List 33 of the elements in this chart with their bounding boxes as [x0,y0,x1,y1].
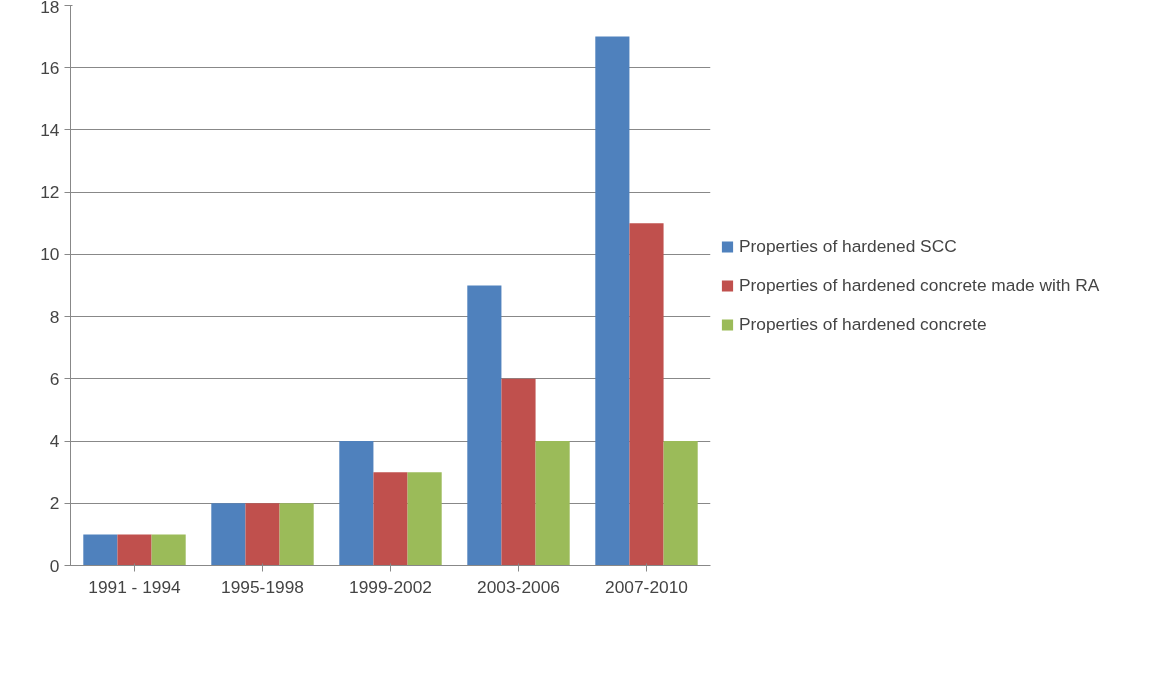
legend-label: Properties of hardened concrete [739,313,987,335]
bar [663,441,698,566]
bar [279,503,314,566]
y-tick-label: 12 [40,182,60,203]
bar [467,285,502,566]
bar [83,534,118,566]
bar [535,441,570,566]
x-tick-label: 1991 - 1994 [88,576,182,597]
legend-label: Properties of hardened concrete made with RA [739,274,1100,296]
bar [211,503,246,566]
bar [151,534,186,566]
bar [245,503,280,566]
x-tick-label: 2007-2010 [605,576,688,597]
bar [629,223,664,566]
x-tick-label: 1995-1998 [221,576,304,597]
y-tick-label: 4 [49,431,60,452]
x-tick-label: 2003-2006 [477,576,560,597]
y-tick-label: 14 [40,119,60,140]
y-tick-label: 2 [49,493,60,514]
legend-label: Properties of hardened SCC [739,235,957,257]
y-tick-label: 6 [49,368,60,389]
y-tick-label: 8 [49,306,60,327]
bar [339,441,374,566]
bar [501,378,536,566]
bar [373,472,408,566]
bar [117,534,152,566]
y-tick-label: 16 [40,57,60,78]
y-tick-label: 10 [40,244,60,265]
x-tick-label: 1999-2002 [349,576,432,597]
y-tick-label: 18 [40,0,60,17]
y-tick-label: 0 [49,555,60,576]
bar [595,36,630,566]
bar [407,472,442,566]
